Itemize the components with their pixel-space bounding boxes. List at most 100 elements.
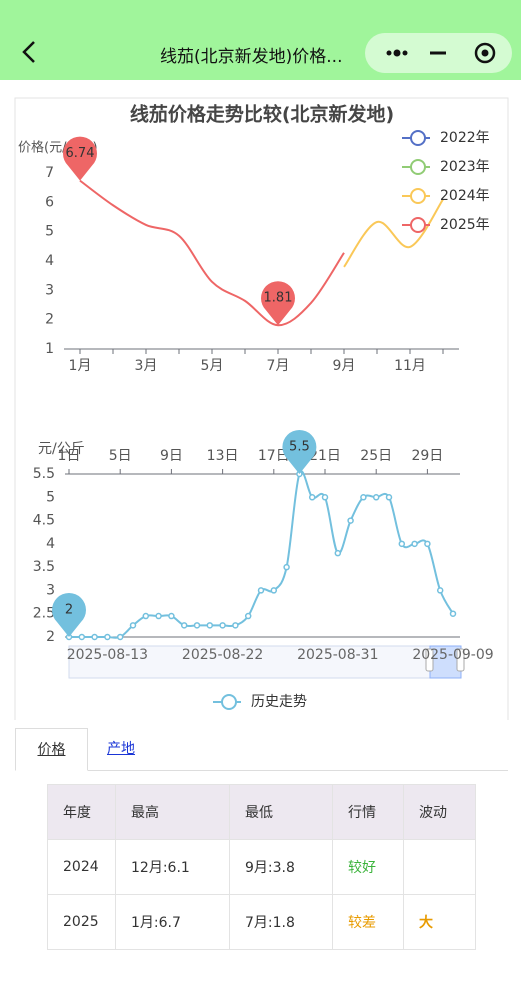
point — [219, 622, 226, 629]
series-line — [69, 470, 454, 639]
table-cell: 波动 — [403, 784, 476, 840]
point — [91, 633, 98, 641]
x2-tick-label: 1日 — [58, 448, 81, 464]
data-zoom-handle[interactable] — [456, 648, 465, 672]
legend-icon — [410, 217, 426, 233]
table-cell: 较好 — [332, 839, 404, 895]
y-tick-label: 5.5 — [33, 466, 55, 482]
x2-tick-label: 13日 — [207, 448, 239, 464]
y-tick-label: 2 — [45, 312, 54, 328]
legend-icon — [410, 188, 426, 204]
table-cell: 较差 — [332, 894, 404, 950]
nav-title: 线茄(北京新发地)价格... — [160, 47, 343, 67]
table-cell: 年度 — [47, 784, 116, 840]
y-tick-label: 3 — [45, 282, 54, 298]
y-tick-label: 1 — [45, 341, 54, 357]
x2-tick-label: 5日 — [109, 448, 132, 464]
point — [321, 494, 329, 501]
legend-icon — [410, 159, 426, 175]
x-tick-label: 3月 — [135, 358, 158, 374]
point — [308, 494, 316, 501]
x2-tick-label: 9日 — [160, 448, 183, 464]
table-cell: 9月:3.8 — [229, 839, 333, 895]
point — [283, 563, 290, 571]
dot — [393, 49, 401, 57]
card — [14, 97, 509, 720]
y-tick-label: 2.5 — [33, 606, 55, 622]
chart-title: 线茄价格走势比较(北京新发地) — [130, 103, 394, 126]
dot[interactable] — [386, 50, 392, 56]
y-tick-label: 4 — [45, 253, 54, 269]
data-zoom-handle[interactable] — [425, 648, 434, 672]
mark-point-label: 6.74 — [66, 146, 95, 161]
y-tick-label: 3.5 — [33, 559, 55, 575]
table-cell: 大 — [403, 894, 476, 950]
point — [398, 540, 406, 548]
mark-point-label: 1.81 — [264, 291, 293, 306]
mark-point-label: 2 — [65, 603, 73, 618]
table-cell: 2024 — [47, 839, 116, 895]
point — [411, 540, 418, 548]
point — [436, 587, 444, 594]
y-tick-label: 6 — [45, 194, 54, 210]
y-tick-label: 5 — [46, 489, 55, 505]
data-zoom — [68, 645, 462, 679]
point — [104, 633, 111, 641]
mark-point — [52, 592, 86, 637]
y-axis-label: 元/公斤 — [38, 441, 85, 457]
nav-bar: 线茄(北京新发地)价格... — [0, 0, 521, 80]
point — [372, 494, 380, 501]
legend-label[interactable]: 2024年 — [440, 188, 490, 204]
point — [360, 494, 367, 501]
x-tick-label: 7月 — [267, 358, 290, 374]
point — [116, 633, 124, 641]
table-row: 年度 最高 最低 行情 波动 — [47, 784, 476, 840]
back-button[interactable] — [22, 41, 35, 63]
tabs: 价格 产地 — [15, 728, 508, 771]
x-tick-label: 5月 — [201, 358, 224, 374]
legend-label[interactable]: 2025年 — [440, 217, 490, 233]
point — [180, 622, 188, 629]
point — [129, 622, 137, 629]
table-cell — [403, 839, 476, 895]
x2-tick-label: 29日 — [411, 448, 443, 464]
legend-icon — [410, 130, 426, 146]
table-cell: 2025 — [47, 894, 116, 950]
close[interactable] — [474, 42, 496, 64]
x-tick-label: 1月 — [69, 358, 92, 374]
x-tick-label: 9月 — [333, 358, 356, 374]
x-tick-label: 2025-08-13 — [67, 647, 148, 663]
x-tick-label: 2025-09-09 — [412, 647, 493, 663]
y-tick-label: 5 — [45, 224, 54, 240]
series-line — [343, 198, 444, 268]
table-cell: 12月:6.1 — [115, 839, 230, 895]
point — [168, 612, 175, 620]
table-cell: 7月:1.8 — [229, 894, 333, 950]
tab[interactable]: 价格 — [15, 728, 88, 771]
point — [142, 612, 150, 620]
legend-label[interactable]: 历史走势 — [251, 694, 307, 710]
mark-point — [62, 136, 97, 181]
point — [347, 517, 354, 524]
legend-label[interactable]: 2022年 — [440, 130, 490, 146]
table-cell: 最高 — [115, 784, 230, 840]
y-tick-label: 4 — [46, 536, 55, 552]
mark-point-label: 5.5 — [289, 440, 310, 455]
legend-label[interactable]: 2023年 — [440, 159, 490, 175]
point — [193, 622, 201, 629]
table-cell: 1月:6.7 — [115, 894, 230, 950]
point — [257, 587, 265, 594]
x2-tick-label: 17日 — [258, 448, 290, 464]
table: 年度 最高 最低 行情 波动 2024 12月:6.1 9月:3.8 较好 2025 1月:6.7 7… — [47, 784, 476, 950]
table-row: 2024 12月:6.1 9月:3.8 较好 — [47, 839, 476, 895]
y-tick-label: 4.5 — [33, 513, 55, 529]
series-line — [79, 179, 345, 327]
x2-tick-label: 21日 — [309, 448, 341, 464]
point — [449, 610, 457, 617]
tab[interactable]: 产地 — [107, 741, 135, 757]
point — [334, 549, 342, 557]
dot — [402, 50, 408, 56]
x-tick-label: 2025-08-31 — [297, 647, 378, 663]
y-tick-label: 7 — [45, 165, 54, 181]
